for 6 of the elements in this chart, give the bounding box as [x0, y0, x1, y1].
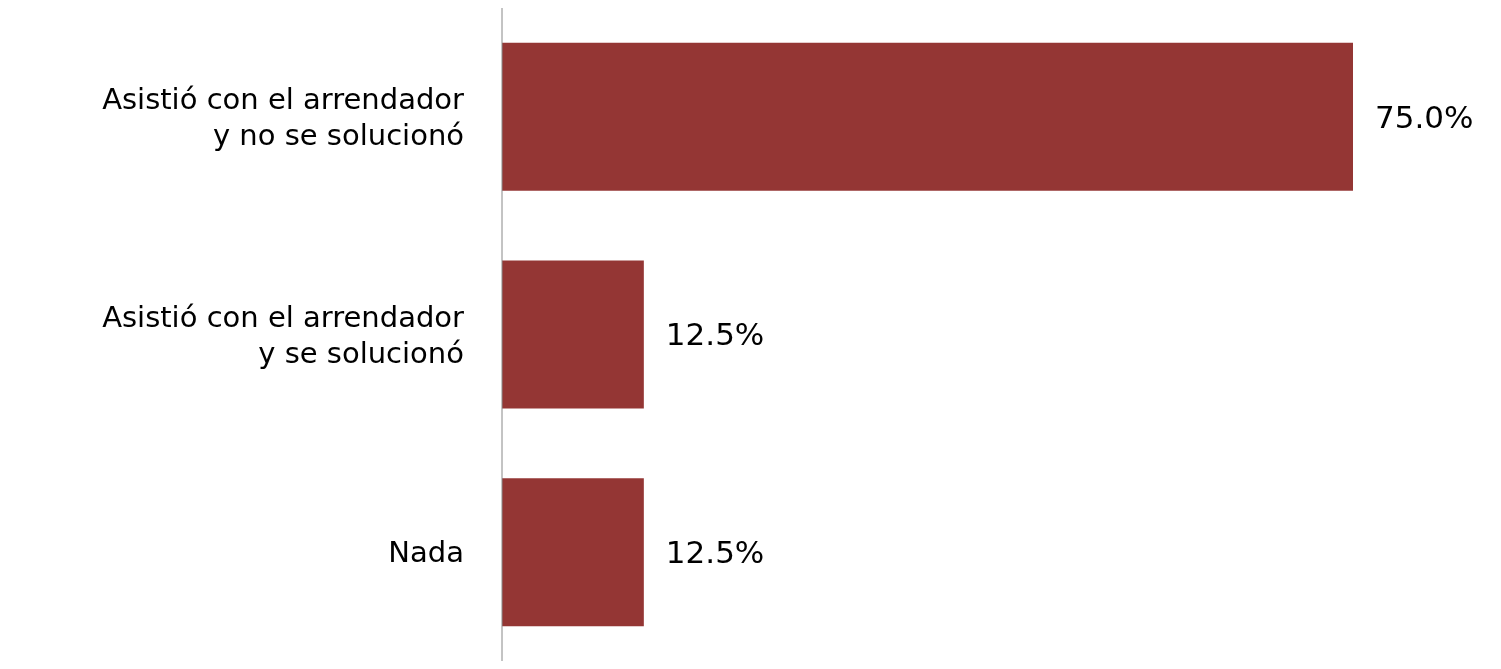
y-tick-label: Asistió con el arrendador y no se solucionó: [102, 81, 465, 152]
y-tick-label: Nada: [388, 535, 464, 570]
data-label: 75.0%: [1375, 98, 1474, 135]
data-label: 12.5%: [665, 534, 765, 571]
y-tick-label: Asistió con el arrendador y se solucionó: [102, 299, 465, 370]
data-label: 12.5%: [665, 316, 765, 353]
